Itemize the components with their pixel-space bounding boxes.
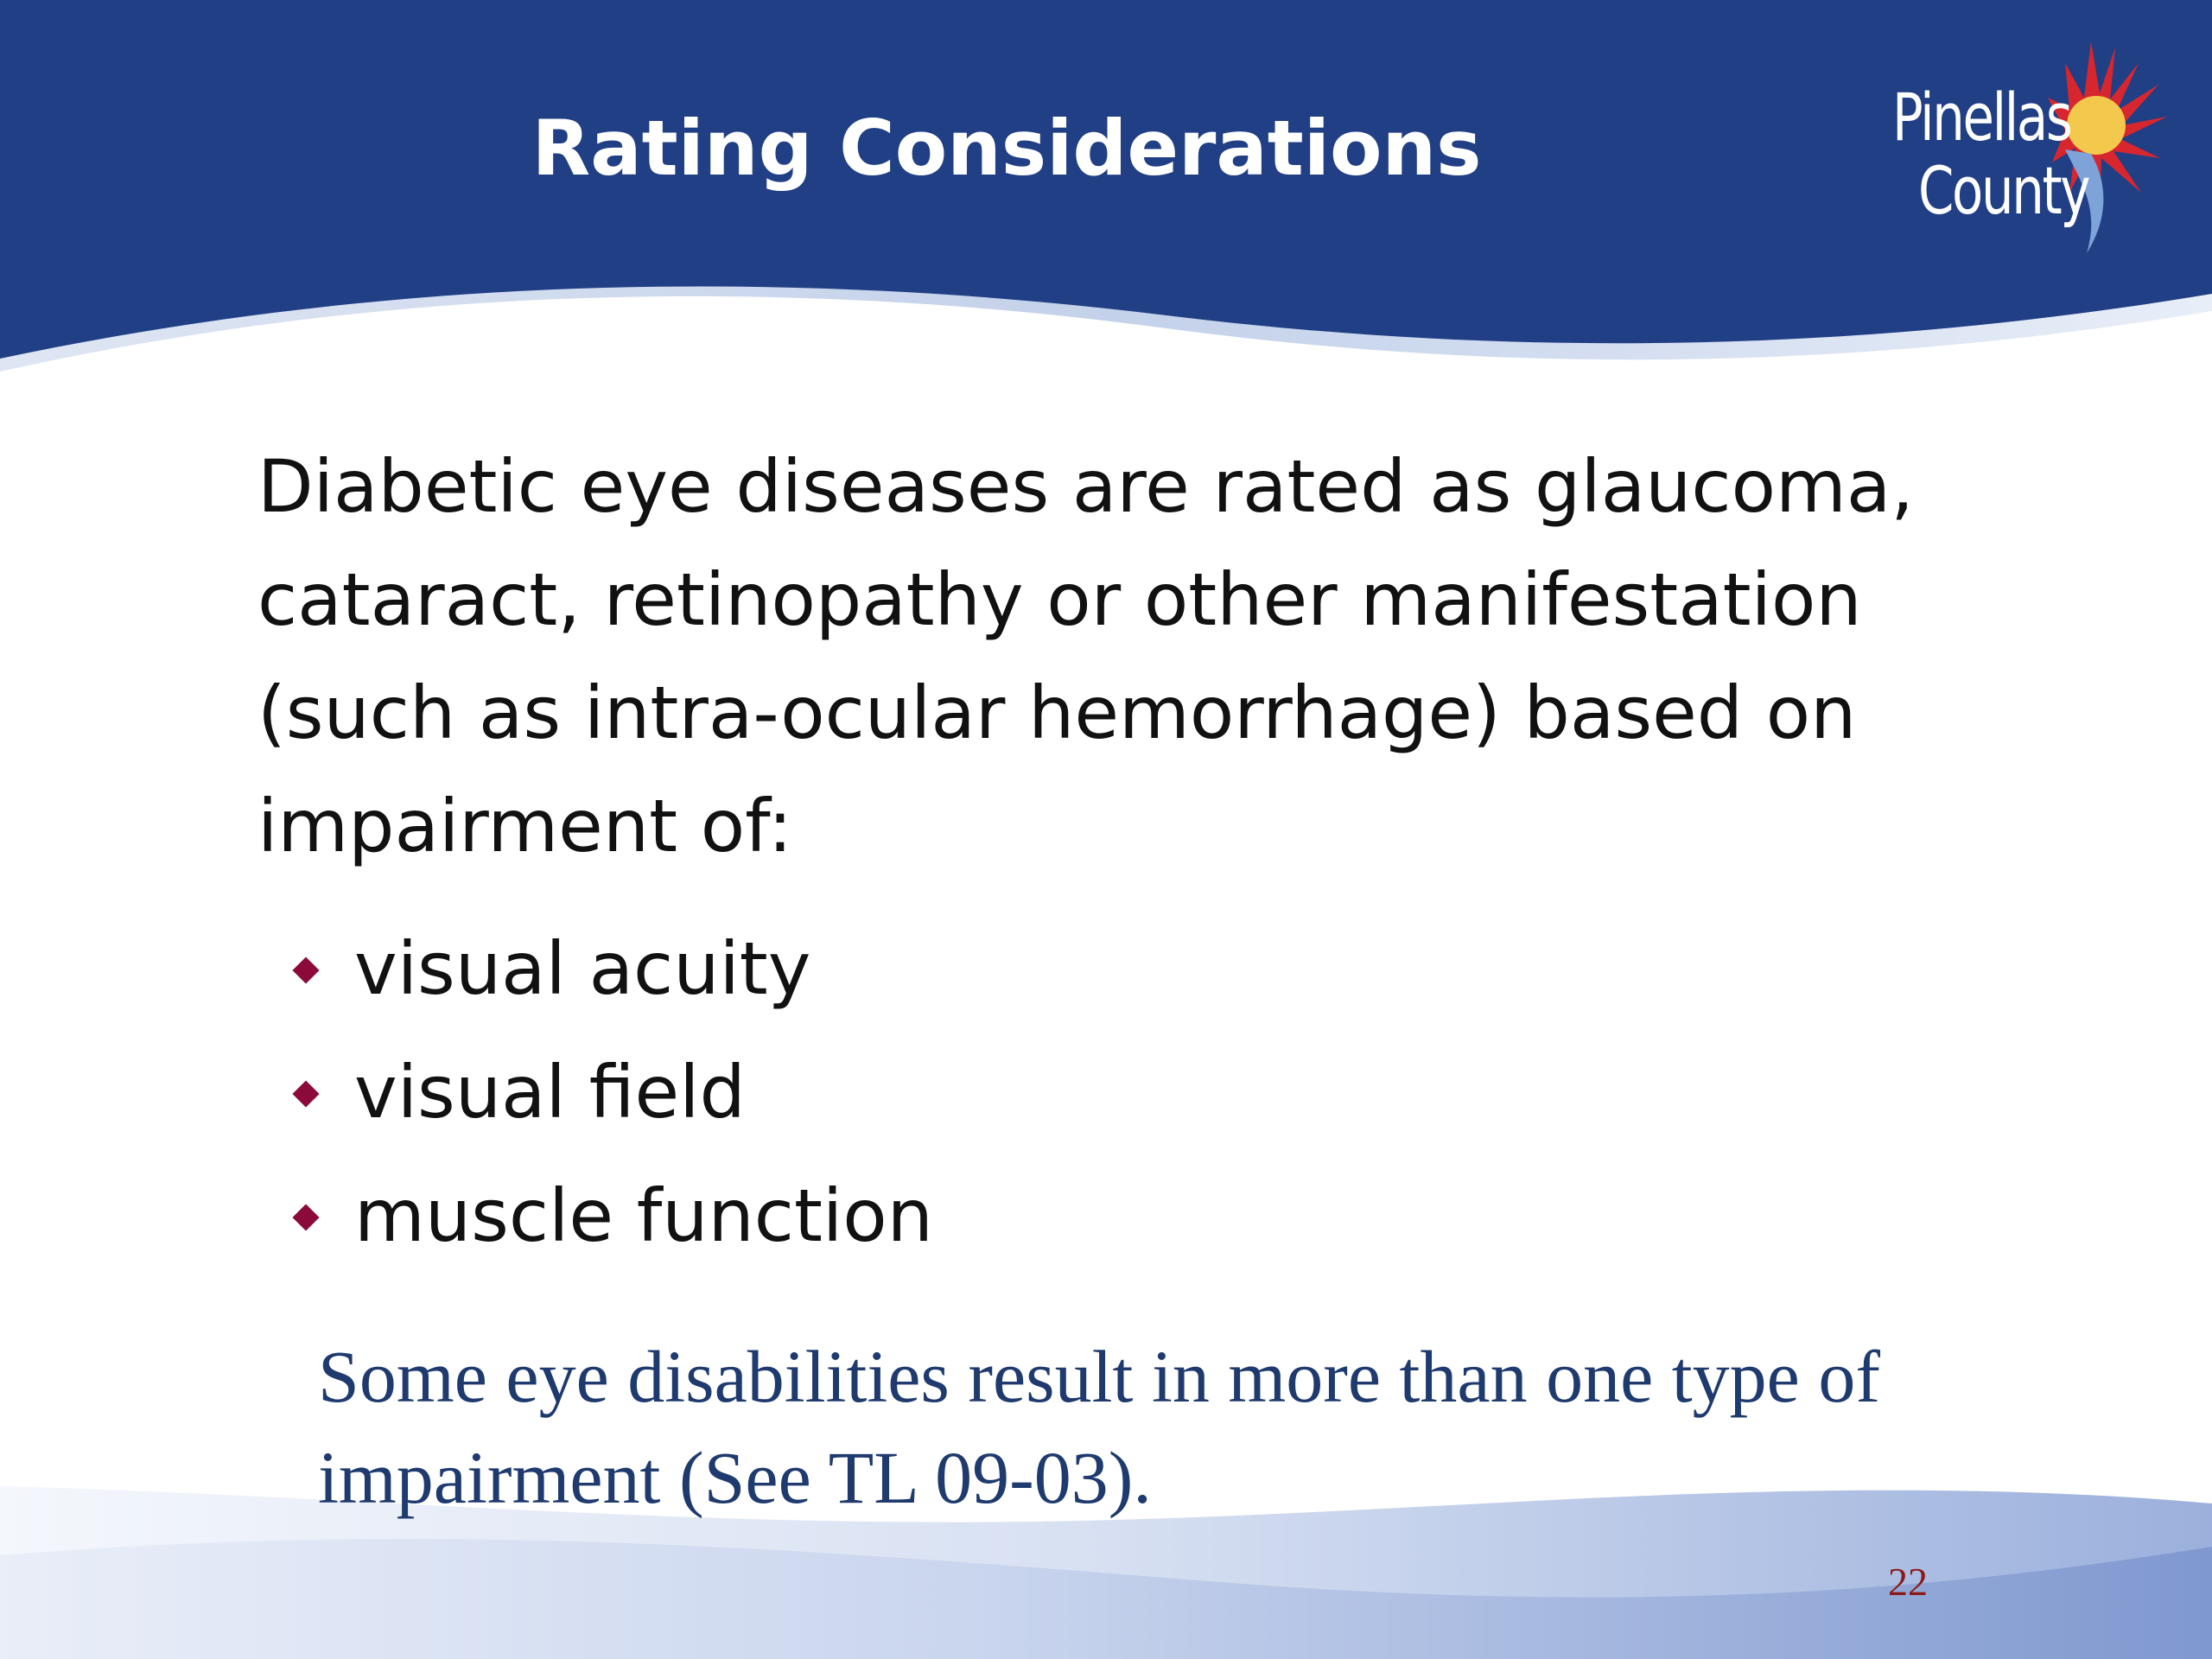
- sunburst-icon: [2048, 41, 2167, 253]
- list-item-label: visual field: [354, 1050, 746, 1135]
- logo-text-pinellas: Pinellas: [1892, 79, 2073, 156]
- logo-text-county: County: [1918, 152, 2090, 229]
- impairment-list: visual acuity visual field muscle functi…: [289, 907, 933, 1278]
- diamond-bullet-icon: [292, 1204, 320, 1231]
- list-item-label: visual acuity: [354, 926, 811, 1011]
- diamond-bullet-icon: [292, 957, 320, 984]
- note-text: Some eye disabilities result in more tha…: [318, 1335, 1880, 1519]
- list-item: muscle function: [289, 1154, 933, 1278]
- list-item: visual acuity: [289, 907, 933, 1031]
- list-item-label: muscle function: [354, 1173, 933, 1258]
- list-item: visual field: [289, 1031, 933, 1154]
- pinellas-county-logo: Pinellas County: [1866, 24, 2177, 266]
- body-paragraph: Diabetic eye diseases are rated as glauc…: [257, 444, 1914, 868]
- diamond-bullet-icon: [292, 1080, 320, 1108]
- slide-title: Rating Considerations: [531, 104, 1482, 193]
- page-number: 22: [1888, 1560, 1928, 1604]
